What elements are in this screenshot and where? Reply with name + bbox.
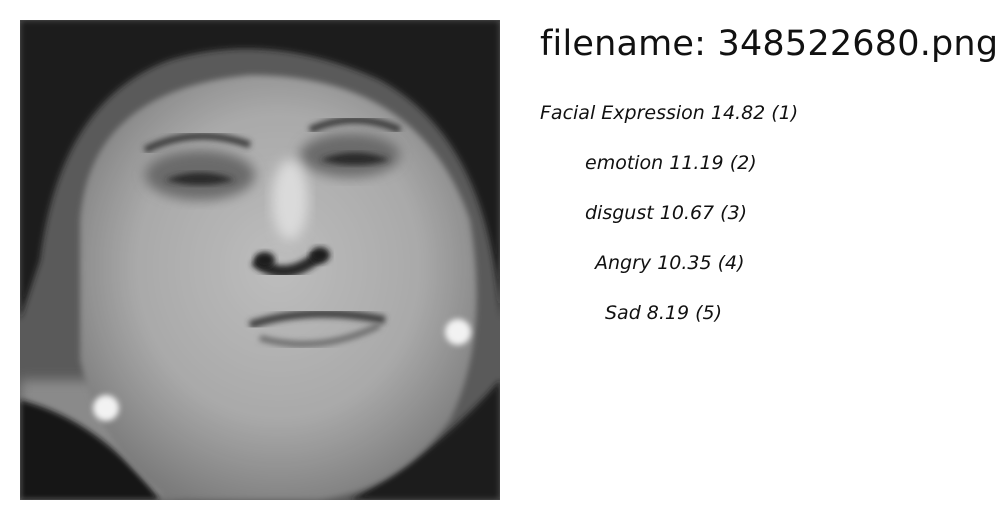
prediction-item: Angry 10.35 (4) [595, 252, 745, 274]
prediction-list: Facial Expression 14.82 (1) emotion 11.1… [540, 0, 980, 520]
prediction-item: Sad 8.19 (5) [605, 302, 723, 324]
face-photo [20, 20, 500, 500]
prediction-item: emotion 11.19 (2) [585, 152, 757, 174]
filename-title: filename: 348522680.png [540, 24, 999, 64]
prediction-item: disgust 10.67 (3) [585, 202, 748, 224]
prediction-item: Facial Expression 14.82 (1) [540, 102, 799, 124]
